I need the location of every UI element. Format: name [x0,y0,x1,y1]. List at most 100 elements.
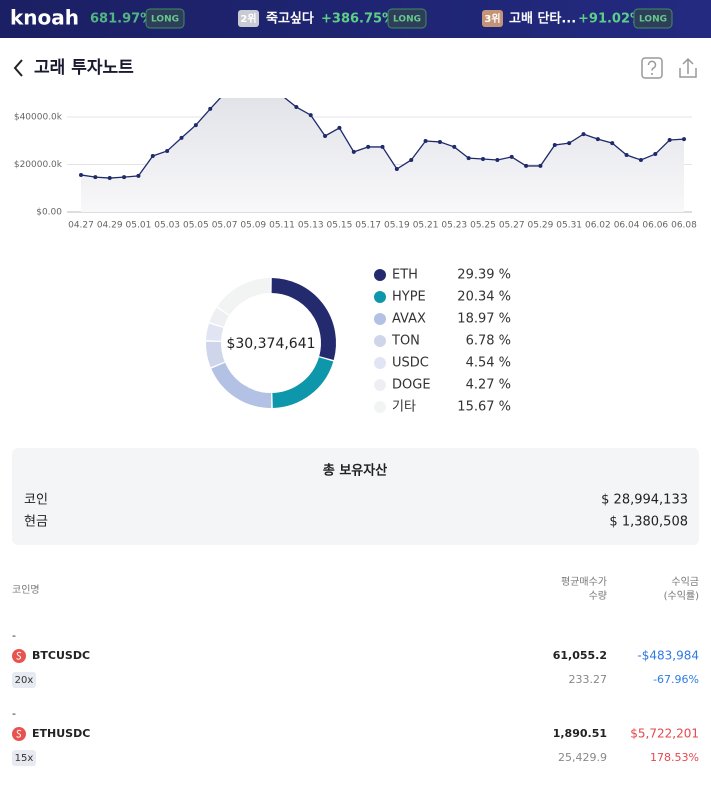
row-label: - [12,629,16,642]
x-tick-label: 05.29 [528,221,554,231]
share-button[interactable] [679,57,697,78]
donut-segment [271,278,336,360]
legend-swatch [374,291,386,303]
donut-segment [206,341,225,368]
coin-icon-glyph [16,729,22,738]
leverage: 20x [15,675,34,686]
x-tick-label: 05.09 [240,221,266,231]
point [653,152,658,157]
point [610,141,615,146]
point [624,153,629,157]
rank-badge [238,10,259,27]
legend-label: ETH [392,268,418,283]
header-quantity: 수량 [589,590,607,602]
legend-swatch [374,379,386,391]
x-tick-label: 05.13 [298,221,324,231]
x-tick-label: 06.02 [585,221,611,231]
point [509,154,514,159]
position-badge [387,8,427,29]
legend-value: 20.34 % [457,290,511,305]
rank: 3위 [484,12,500,25]
summary-value: $ 28,994,133 [601,493,688,508]
x-tick-label: 04.29 [97,221,123,231]
back-button[interactable] [13,59,23,77]
header-pnl: 수익금 [671,576,699,588]
point [682,137,686,142]
summary-title: 총 보유자산 [323,463,387,479]
donut-segment [209,307,230,328]
x-tick-label: 06.04 [614,221,640,231]
position: LONG [151,15,179,25]
quantity: 233.27 [569,673,608,686]
point [165,148,170,153]
point [337,125,342,130]
legend-label: AVAX [392,312,426,327]
quantity: 25,429.9 [558,751,607,764]
point [237,84,241,88]
avg-price: 1,890.51 [553,727,607,740]
header-pnl-rate: (수익률) [664,590,700,602]
point [638,157,643,162]
legend-swatch [374,401,386,413]
legend-swatch [374,335,386,347]
donut-segment [206,323,224,342]
point [294,105,299,110]
point [581,132,586,137]
point [223,91,227,95]
point [251,79,255,83]
pnl: -$483,984 [637,649,699,663]
point [481,157,485,162]
x-tick-label: 05.11 [269,221,295,231]
legend-label: USDC [392,356,429,371]
x-tick-label: 05.23 [441,221,467,231]
x-tick-label: 05.07 [212,221,238,231]
point [667,138,672,143]
point [79,172,83,177]
point [308,113,313,118]
point [466,156,471,161]
legend-value: 4.27 % [466,378,511,393]
banner [0,0,711,38]
leverage-badge [12,672,36,688]
point [380,144,385,149]
legend-swatch [374,313,386,325]
y-tick-label: $20000.0k [14,160,63,170]
point [150,153,155,158]
pnl-rate: -67.96% [653,673,699,686]
pnl: $5,722,201 [630,727,699,741]
legend-value: 15.67 % [457,400,511,415]
x-tick-label: 05.17 [355,221,381,231]
donut-segment [217,278,271,316]
leverage-badge [12,750,36,766]
point [208,106,213,111]
legend-swatch [374,357,386,369]
point [452,144,457,149]
return: +91.02% [578,12,643,27]
x-tick-label: 05.31 [556,221,582,231]
trader-name: 고배 단타... [509,11,576,27]
y-tick-label: $0.00 [36,208,62,218]
leverage: 15x [15,753,34,764]
legend-label: 기타 [392,400,416,415]
help-button[interactable] [641,57,663,79]
page-title: 고래 투자노트 [34,58,134,78]
point [323,134,328,138]
line-plot [79,79,686,212]
point [495,157,500,162]
coin-symbol: BTCUSDC [32,649,90,662]
point [107,176,112,181]
legend-value: 18.97 % [457,312,511,327]
position-badge [145,8,185,29]
legend-swatch [374,269,386,281]
summary-value: $ 1,380,508 [609,515,688,530]
x-tick-label: 04.27 [68,221,94,231]
point [567,141,572,146]
x-tick-label: 05.01 [126,221,152,231]
position: LONG [639,15,667,25]
legend-label: TON [391,334,420,349]
point [366,144,371,149]
point [280,94,284,98]
x-tick-label: 05.27 [499,221,525,231]
